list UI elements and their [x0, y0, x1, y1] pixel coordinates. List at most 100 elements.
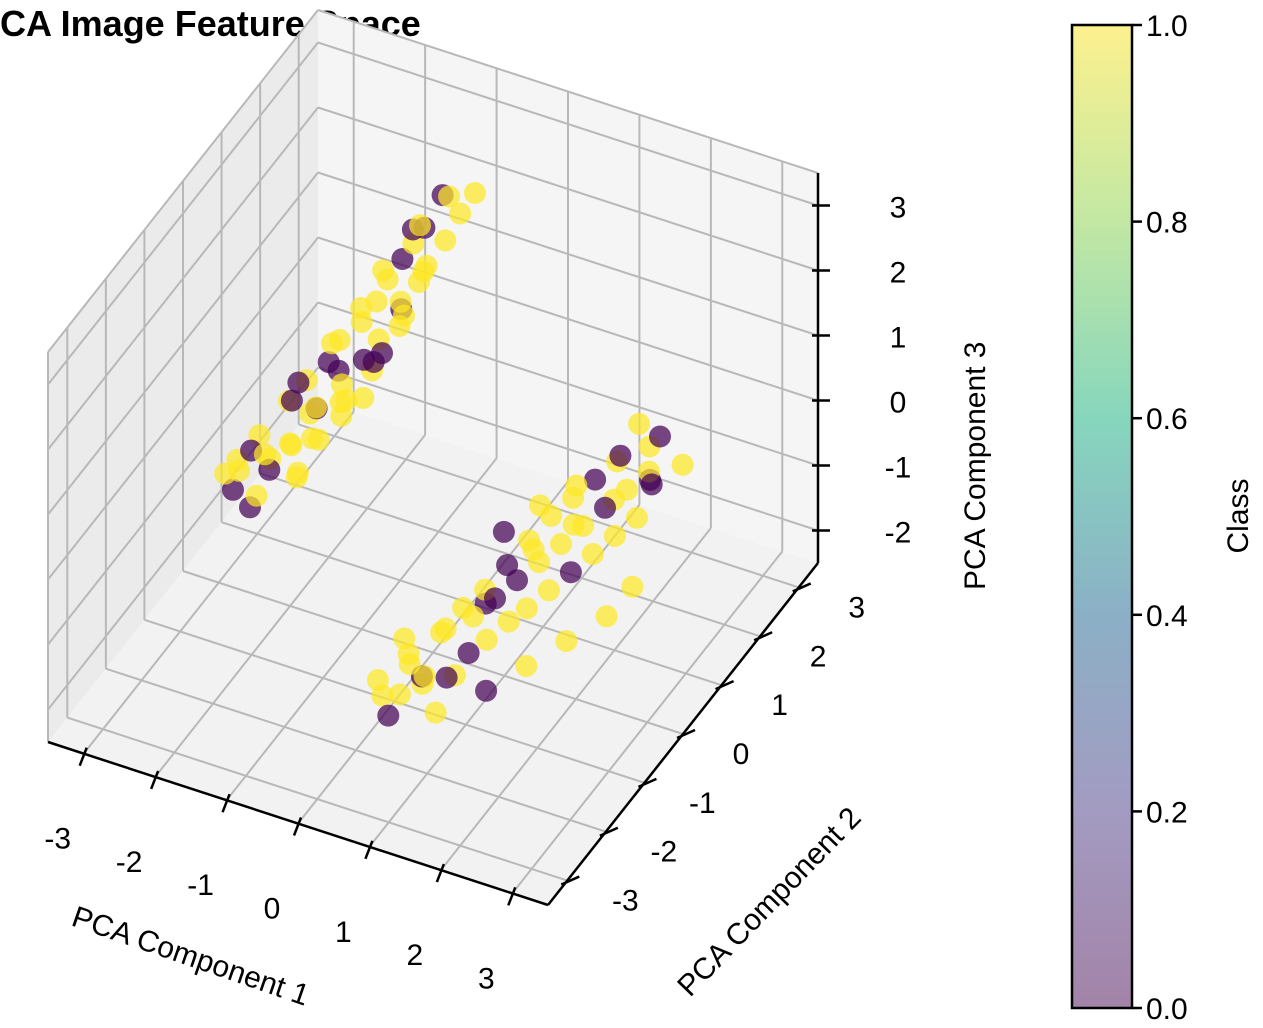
z-tick-label: 1 — [890, 322, 907, 355]
data-point — [475, 679, 498, 702]
data-point — [497, 610, 520, 633]
x-tick — [149, 770, 160, 790]
data-point — [413, 665, 436, 688]
grid-y-floor — [66, 716, 568, 882]
y-tick — [599, 826, 619, 837]
data-point — [625, 506, 648, 529]
x-tick-label: 2 — [407, 939, 424, 972]
data-point — [581, 543, 604, 565]
data-point — [305, 396, 327, 419]
data-point — [435, 666, 458, 689]
grid-z-back — [317, 171, 819, 337]
grid-y-floor — [182, 570, 684, 735]
data-point — [280, 389, 303, 412]
data-point — [529, 494, 552, 517]
data-point — [253, 443, 276, 466]
grid-z-left — [47, 41, 319, 386]
data-point — [565, 474, 588, 497]
y-tick — [676, 728, 696, 740]
y-tick-label: -1 — [689, 787, 716, 820]
x-tick-label: 3 — [478, 962, 495, 995]
data-point — [671, 453, 694, 476]
data-point — [393, 627, 416, 650]
x-tick — [292, 817, 303, 836]
colorbar-label: Class — [1222, 478, 1255, 553]
data-point — [609, 444, 632, 467]
y-tick — [560, 875, 580, 886]
grid-y-floor — [105, 667, 607, 833]
x-tick-label: 1 — [335, 916, 352, 949]
x-tick — [507, 886, 517, 906]
data-point — [352, 386, 375, 409]
data-points — [214, 182, 694, 727]
data-point — [515, 597, 538, 620]
y-tick — [753, 631, 773, 642]
data-point — [555, 630, 578, 653]
grid-z-left — [47, 171, 319, 516]
y-tick-label: 2 — [810, 640, 827, 673]
data-point — [603, 524, 626, 547]
data-point — [398, 653, 421, 676]
data-point — [330, 373, 353, 396]
data-point — [506, 569, 528, 592]
colorbar-tick-label: 0.0 — [1146, 993, 1188, 1026]
z-tick-label: 3 — [890, 192, 907, 225]
z-tick-label: 2 — [890, 257, 907, 290]
data-point — [550, 533, 572, 555]
x-tick-label: 0 — [264, 893, 281, 926]
z-tick-label: -2 — [885, 517, 912, 550]
data-point — [350, 297, 373, 319]
z-tick-label: -1 — [885, 452, 912, 485]
colorbar-tick-label: 0.6 — [1146, 403, 1188, 436]
data-point — [329, 391, 352, 414]
colorbar-gradient — [1070, 23, 1134, 1010]
y-tick-label: 1 — [771, 689, 788, 722]
x-tick-label: -2 — [116, 846, 143, 879]
data-point — [279, 432, 302, 455]
grid-z-left — [47, 236, 319, 581]
data-point — [595, 605, 618, 628]
data-point — [377, 704, 400, 727]
grid-z-back — [317, 41, 819, 207]
data-point — [391, 248, 414, 270]
gridlines — [47, 9, 819, 894]
z-tick-label: 0 — [890, 387, 907, 420]
data-point — [366, 669, 389, 692]
grid-z-left — [47, 301, 319, 646]
x-tick-label: -1 — [187, 869, 214, 902]
grid-z-left — [47, 366, 319, 711]
data-point — [594, 496, 616, 519]
colorbar: 0.0 0.2 0.4 0.6 0.8 1.0 Class — [1070, 10, 1255, 1026]
data-point — [649, 425, 671, 448]
data-point — [462, 605, 484, 628]
data-point — [438, 185, 461, 208]
data-point — [388, 683, 411, 706]
x-tick — [364, 840, 374, 860]
data-point — [515, 655, 538, 677]
data-point — [621, 575, 644, 598]
y-tick-label: -3 — [612, 885, 639, 918]
y-tick — [792, 582, 812, 593]
colorbar-tick-label: 1.0 — [1146, 10, 1188, 43]
data-point — [457, 642, 480, 664]
data-point — [321, 332, 343, 355]
data-point — [464, 182, 486, 204]
data-point — [407, 271, 430, 293]
data-point — [245, 484, 268, 507]
data-point — [572, 514, 594, 537]
x-tick — [435, 863, 446, 883]
axis-lines — [47, 173, 830, 907]
data-point — [388, 315, 411, 337]
pane-edge — [47, 9, 319, 353]
data-point — [616, 478, 638, 501]
data-point — [559, 561, 582, 584]
y-tick — [637, 777, 657, 788]
grid-z-left — [47, 106, 319, 451]
grid-z-back — [317, 366, 819, 532]
data-point — [518, 529, 541, 552]
pane-edge — [317, 9, 819, 174]
data-point — [307, 428, 330, 451]
data-point — [492, 520, 515, 543]
